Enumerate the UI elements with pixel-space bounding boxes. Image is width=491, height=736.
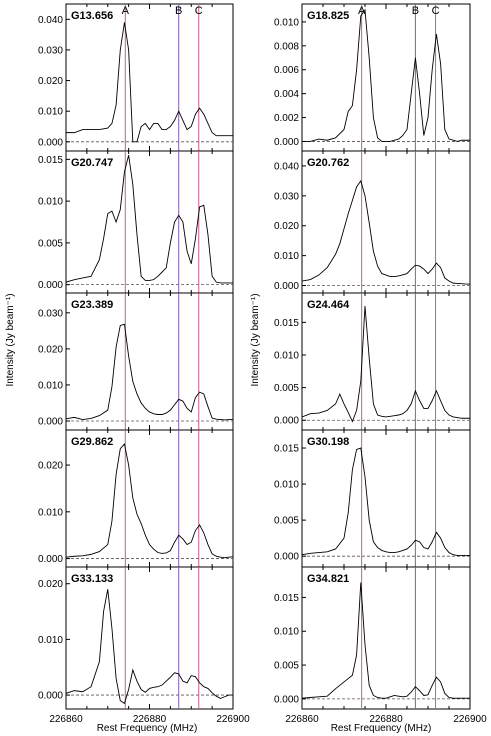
series-line-0 [66, 22, 233, 143]
marker-label-a: A [122, 5, 130, 17]
y-tick-label: 0.020 [38, 461, 63, 472]
x-tick-label: 226900 [216, 714, 250, 725]
x-tick-label: 226880 [369, 714, 403, 725]
panel-g24-464: 0.000 0.005 0.010 0.015 G24.464 [274, 292, 471, 431]
panel-g20-762: 0.000 0.010 0.020 0.030 0.040 G20.762 [274, 150, 471, 294]
panel-g13-656: A B C 0.000 0.010 0.020 0.030 0.040 G13.656 [38, 3, 234, 152]
panel-title: G24.464 [307, 299, 350, 311]
x-tick-label: 226880 [133, 714, 167, 725]
series-line-7 [302, 447, 470, 556]
series-line-6 [66, 443, 233, 559]
series-line-2 [66, 155, 233, 284]
y-tick-label: 0.005 [274, 516, 299, 527]
y-tick-label: 0.040 [274, 161, 299, 172]
marker-label-a: A [358, 5, 366, 17]
panel-title: G33.133 [71, 573, 113, 585]
panel-frame [65, 566, 234, 710]
panel-title: G20.762 [307, 157, 349, 169]
panel-title: G34.821 [307, 573, 349, 585]
y-tick-label: 0.000 [274, 416, 299, 427]
y-tick-label: 0.020 [274, 221, 299, 232]
y-tick-label: 0.015 [274, 593, 299, 604]
panel-g18-825: A B C 0.000 0.002 0.004 0.006 0.008 0.010 G18.825 [274, 3, 471, 152]
y-tick-label: 0.010 [274, 480, 299, 491]
y-tick-label: 0.008 [274, 41, 299, 52]
y-tick-label: 0.005 [274, 661, 299, 672]
y-tick-label: 0.000 [38, 280, 63, 291]
y-tick-label: 0.030 [274, 191, 299, 202]
y-tick-label: 0.000 [274, 552, 299, 563]
x-tick-label: 226900 [453, 714, 487, 725]
panel-g29-862: 0.000 0.010 0.020 G29.862 [38, 429, 234, 568]
y-tick-label: 0.010 [274, 17, 299, 28]
panel-grid: A B C 0.000 0.010 0.020 0.030 0.040 G13.656 A B C 0.… [38, 3, 487, 725]
right-y-axis-label: Intensity (Jy beam⁻¹) [250, 293, 261, 386]
series-line-1 [302, 8, 470, 142]
y-tick-label: 0.006 [274, 65, 299, 76]
panel-g34-821: 0.000 0.005 0.010 0.015 G34.821 226860 226880 2… [274, 566, 487, 725]
y-tick-label: 0.010 [38, 380, 63, 391]
y-tick-label: 0.020 [38, 344, 63, 355]
y-tick-label: 0.010 [274, 627, 299, 638]
left-x-axis-label: Rest Frequency (MHz) [97, 723, 198, 734]
y-tick-label: 0.005 [38, 238, 63, 249]
panel-title: G18.825 [307, 10, 349, 22]
left-y-axis-label: Intensity (Jy beam⁻¹) [5, 293, 16, 386]
y-tick-label: 0.030 [38, 308, 63, 319]
y-tick-label: 0.005 [274, 383, 299, 394]
y-tick-label: 0.000 [274, 694, 299, 705]
panel-frame [65, 292, 234, 431]
x-tick-label: 226860 [49, 714, 83, 725]
y-tick-label: 0.020 [38, 76, 63, 87]
y-tick-label: 0.010 [38, 635, 63, 646]
panel-frame [301, 150, 471, 294]
x-tick-label: 226860 [285, 714, 319, 725]
right-x-axis-label: Rest Frequency (MHz) [331, 723, 432, 734]
y-tick-label: 0.010 [38, 107, 63, 118]
y-tick-label: 0.000 [274, 281, 299, 292]
y-tick-label: 0.010 [274, 251, 299, 262]
marker-label-c: C [432, 5, 440, 17]
panel-title: G20.747 [71, 157, 113, 169]
y-tick-label: 0.015 [274, 318, 299, 329]
series-line-4 [66, 323, 233, 421]
panel-frame [65, 429, 234, 568]
y-tick-label: 0.010 [38, 507, 63, 518]
panel-g30-198: 0.000 0.005 0.010 0.015 G30.198 [274, 429, 471, 568]
y-tick-label: 0.000 [274, 137, 299, 148]
y-tick-label: 0.030 [38, 45, 63, 56]
y-tick-label: 0.000 [38, 554, 63, 565]
y-tick-label: 0.004 [274, 89, 299, 100]
panel-g23-389: 0.000 0.010 0.020 0.030 G23.389 [38, 292, 234, 431]
y-tick-label: 0.020 [38, 579, 63, 590]
y-tick-label: 0.000 [38, 691, 63, 702]
y-tick-label: 0.015 [38, 155, 63, 166]
series-line-9 [302, 582, 470, 699]
y-tick-label: 0.000 [38, 137, 63, 148]
panel-frame [301, 566, 471, 710]
panel-title: G13.656 [71, 10, 113, 22]
y-tick-label: 0.015 [274, 444, 299, 455]
y-tick-label: 0.040 [38, 15, 63, 26]
panel-title: G23.389 [71, 299, 113, 311]
series-line-5 [302, 306, 470, 423]
marker-label-b: B [175, 5, 182, 17]
y-tick-label: 0.010 [274, 350, 299, 361]
panel-g20-747: 0.000 0.005 0.010 0.015 G20.747 [38, 150, 234, 294]
marker-label-c: C [195, 5, 203, 17]
panel-g33-133: 0.000 0.010 0.020 G33.133 226860 226880 226900 [38, 566, 250, 725]
panel-title: G30.198 [307, 436, 349, 448]
series-line-3 [302, 179, 470, 285]
panel-title: G29.862 [71, 436, 113, 448]
panel-frame [65, 150, 234, 294]
y-tick-label: 0.000 [38, 416, 63, 427]
series-line-8 [66, 589, 233, 705]
marker-label-b: B [412, 5, 419, 17]
y-tick-label: 0.010 [38, 197, 63, 208]
y-tick-label: 0.002 [274, 113, 299, 124]
